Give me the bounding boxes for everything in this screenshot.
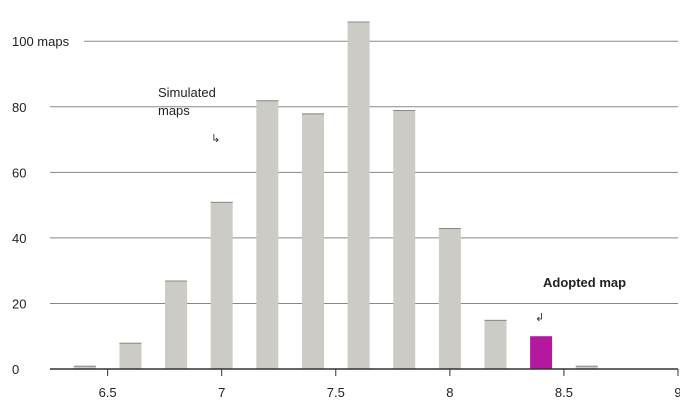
bar-adopted [530, 336, 553, 369]
x-tick-label: 8.5 [555, 385, 573, 400]
y-tick-label: 80 [12, 100, 26, 115]
x-tick-label: 7.5 [327, 385, 345, 400]
y-tick-label: 40 [12, 231, 26, 246]
x-tick-label: 7 [218, 385, 225, 400]
bar-simulated [575, 365, 598, 369]
x-tick-label: 9 [674, 385, 680, 400]
bar-simulated [393, 110, 416, 370]
annotation-simulated-line1: Simulated [158, 85, 216, 100]
bar-simulated [438, 228, 461, 369]
annotation-simulated-arrow: ↳ [211, 132, 220, 145]
x-tick-labels: 6.5 7 7.5 8 8.5 9 [99, 369, 680, 400]
x-tick-label: 6.5 [99, 385, 117, 400]
bars [73, 21, 598, 370]
y-tick-label: 100 maps [12, 34, 70, 49]
bar-simulated [73, 365, 96, 369]
bar-simulated [210, 201, 233, 369]
annotation-adopted: Adopted map [543, 275, 626, 290]
annotation-simulated-line2: maps [158, 103, 190, 118]
bar-simulated [256, 100, 279, 369]
y-tick-label: 0 [12, 362, 19, 377]
bar-simulated [301, 113, 324, 369]
bar-simulated [484, 319, 507, 369]
y-tick-labels: 0 20 40 60 80 100 maps [12, 34, 70, 377]
y-tick-label: 20 [12, 296, 26, 311]
bar-simulated [119, 342, 142, 369]
bar-simulated [347, 21, 370, 370]
bar-simulated [165, 280, 188, 369]
y-tick-label: 60 [12, 165, 26, 180]
annotation-adopted-arrow: ↲ [535, 311, 544, 324]
x-tick-label: 8 [446, 385, 453, 400]
